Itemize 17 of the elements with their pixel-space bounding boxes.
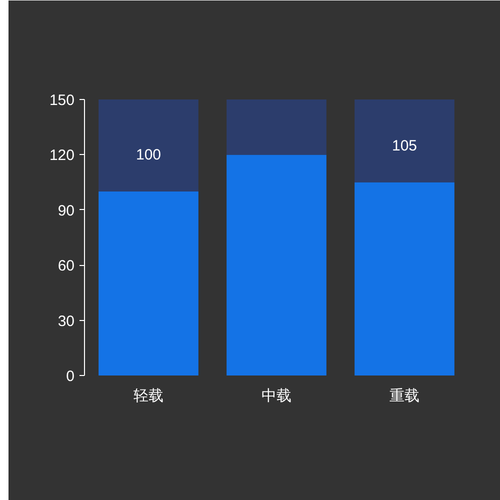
- bar: [98, 100, 198, 192]
- y-tick-label: 120: [49, 147, 75, 164]
- y-tick-label: 90: [58, 202, 75, 220]
- bar: [354, 182, 454, 376]
- y-tick-label: 60: [58, 258, 75, 275]
- y-tick-label: 150: [49, 92, 75, 109]
- y-tick-label: 0: [66, 368, 74, 385]
- bar: [98, 192, 198, 376]
- bar: [226, 100, 326, 155]
- y-tick-label: 30: [58, 312, 75, 330]
- x-tick-label: 重载: [390, 388, 420, 404]
- x-tick-label: 轻载: [134, 388, 164, 404]
- data-label: 100: [136, 146, 162, 164]
- data-label: 105: [392, 137, 418, 154]
- bar: [354, 100, 454, 182]
- bar: [226, 154, 326, 376]
- x-tick-label: 中载: [262, 388, 292, 404]
